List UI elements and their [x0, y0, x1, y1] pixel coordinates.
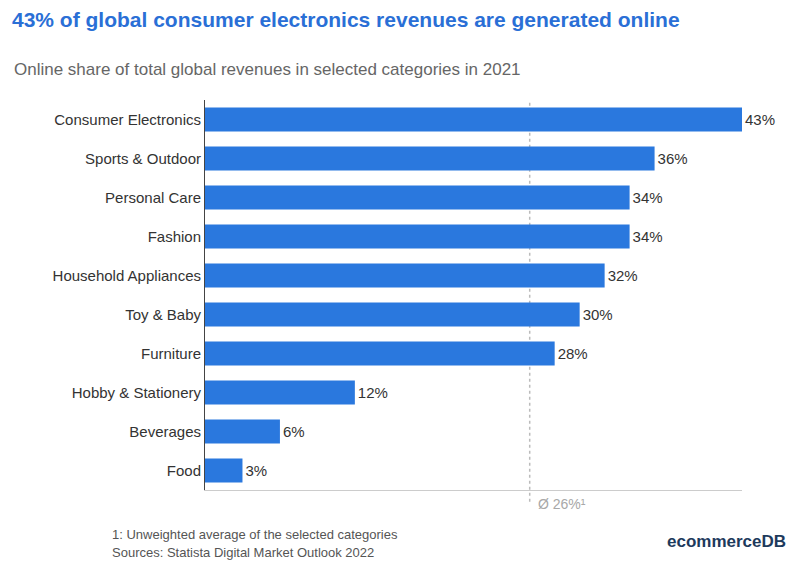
- svg-text:Furniture: Furniture: [141, 345, 201, 362]
- svg-text:34%: 34%: [633, 189, 663, 206]
- svg-text:Consumer Electronics: Consumer Electronics: [54, 111, 201, 128]
- svg-text:6%: 6%: [283, 423, 305, 440]
- svg-text:1: Unweighted average of the s: 1: Unweighted average of the selected ca…: [112, 527, 398, 542]
- svg-text:43% of global consumer electro: 43% of global consumer electronics reven…: [12, 8, 680, 31]
- svg-text:12%: 12%: [358, 384, 388, 401]
- svg-text:Hobby & Stationery: Hobby & Stationery: [72, 384, 202, 401]
- svg-text:Food: Food: [167, 462, 201, 479]
- svg-text:Beverages: Beverages: [129, 423, 201, 440]
- svg-text:30%: 30%: [583, 306, 613, 323]
- svg-text:Personal Care: Personal Care: [105, 189, 201, 206]
- svg-text:Sports & Outdoor: Sports & Outdoor: [85, 150, 201, 167]
- svg-text:36%: 36%: [658, 150, 688, 167]
- svg-text:Fashion: Fashion: [148, 228, 201, 245]
- svg-text:34%: 34%: [633, 228, 663, 245]
- svg-text:3%: 3%: [245, 462, 267, 479]
- svg-text:Ø 26%¹: Ø 26%¹: [538, 496, 586, 512]
- svg-text:28%: 28%: [558, 345, 588, 362]
- svg-text:Sources: Statista Digital Mark: Sources: Statista Digital Market Outlook…: [112, 545, 374, 560]
- svg-text:Online share of total global r: Online share of total global revenues in…: [14, 60, 521, 79]
- svg-text:32%: 32%: [608, 267, 638, 284]
- svg-text:ecommerceDB: ecommerceDB: [667, 532, 786, 551]
- svg-text:43%: 43%: [745, 111, 775, 128]
- svg-text:Household Appliances: Household Appliances: [53, 267, 201, 284]
- svg-text:Toy & Baby: Toy & Baby: [125, 306, 201, 323]
